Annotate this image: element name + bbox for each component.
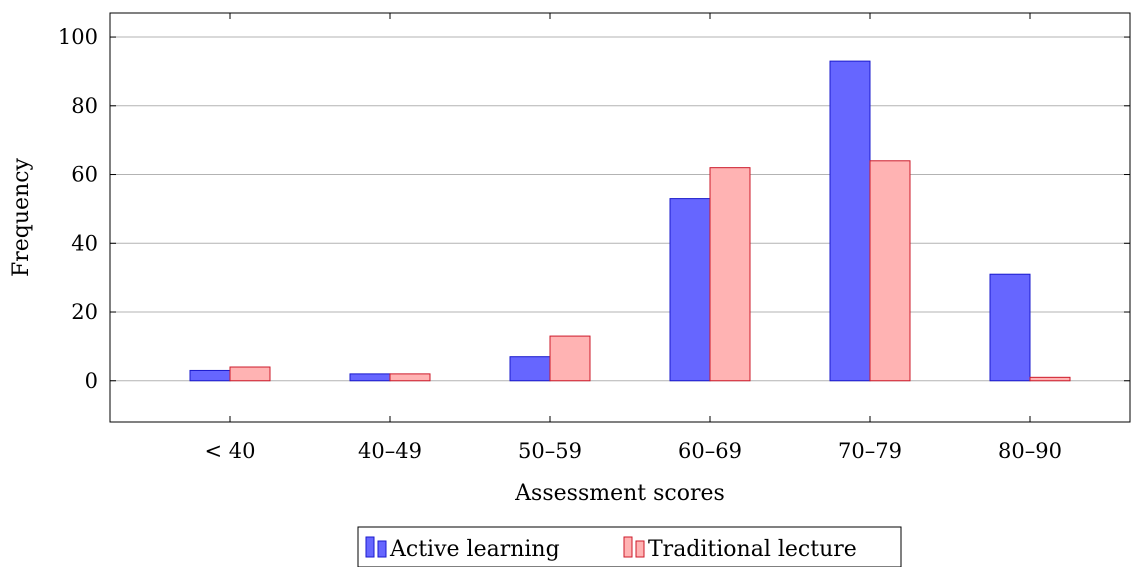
bar-traditional-lecture [389,373,431,382]
x-tick-label: 40–49 [358,439,422,463]
x-tick-label: 50–59 [518,439,582,463]
bar-traditional-lecture [869,160,911,382]
legend: Active learning Traditional lecture [357,526,902,567]
legend-swatch [365,536,375,558]
y-axis-label: Frequency [9,157,34,277]
bar-traditional-lecture [549,335,591,382]
bar-active-learning [669,198,711,382]
bar-active-learning [829,60,871,382]
legend-label: Active learning [389,537,560,562]
y-tick-label: 60 [71,163,98,187]
bar-traditional-lecture [1029,376,1071,382]
x-axis-label: Assessment scores [514,481,725,506]
legend-swatch [623,536,633,558]
x-tick-label: < 40 [205,439,256,463]
x-tick-label: 70–79 [838,439,902,463]
y-tick-label: 100 [58,25,98,49]
gridlines [110,36,1130,382]
legend-label: Traditional lecture [648,537,857,562]
bar-traditional-lecture [709,167,751,382]
bar-active-learning [189,369,231,382]
axis-ticks: 0 20 40 60 80 100 < 40 40–49 50–59 60–69 70–79 80–9… [58,13,1130,463]
bar-traditional-lecture [229,366,271,382]
x-tick-label: 60–69 [678,439,742,463]
y-tick-label: 80 [71,94,98,118]
legend-swatch [377,540,387,558]
bar-active-learning [989,273,1031,382]
y-tick-label: 20 [71,300,98,324]
legend-swatch [635,540,645,558]
y-tick-label: 40 [71,231,98,255]
x-tick-label: 80–90 [998,439,1062,463]
bars [189,60,1071,382]
plot-frame [109,12,1131,423]
y-tick-label: 0 [85,369,98,393]
bar-active-learning [509,356,551,382]
bar-active-learning [349,373,391,382]
